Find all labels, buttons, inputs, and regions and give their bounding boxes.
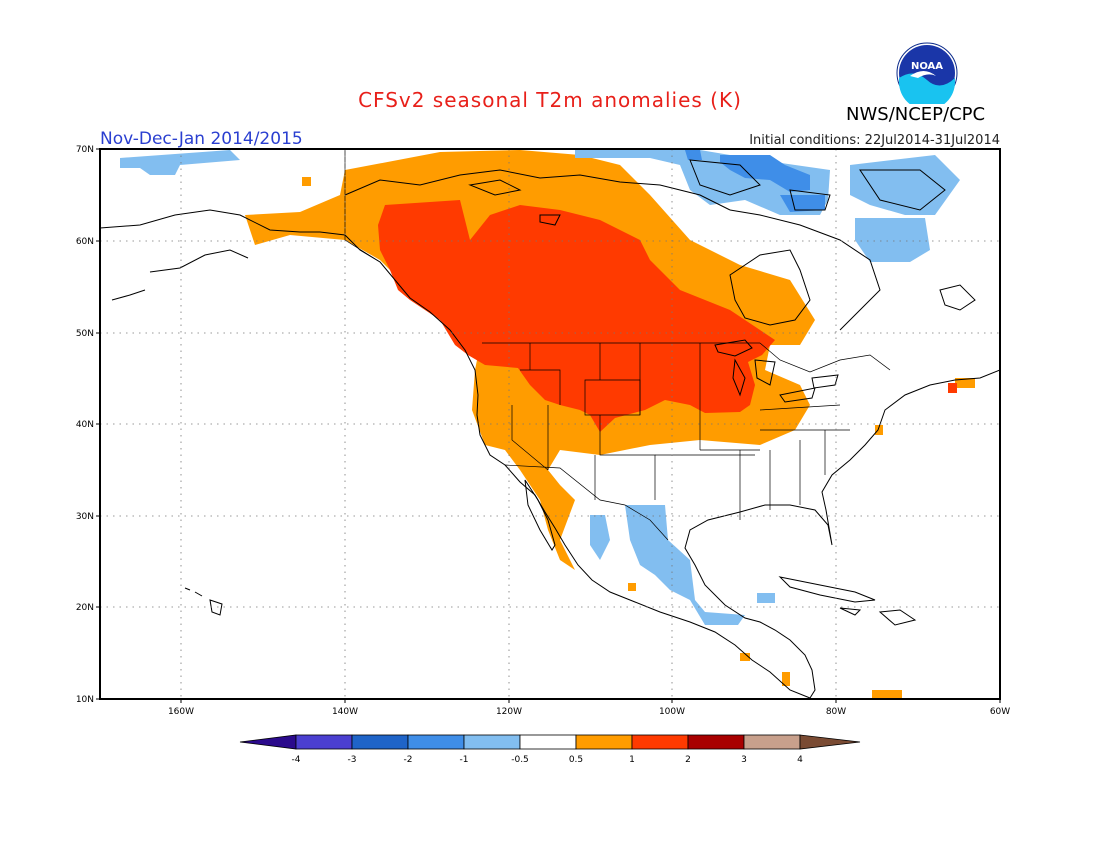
lon-label-60w: 60W bbox=[990, 707, 1010, 717]
colorbar-swatch-8 bbox=[687, 734, 745, 750]
colorbar-swatch-5 bbox=[519, 734, 577, 750]
warm-anomaly-region-red bbox=[378, 200, 775, 432]
lon-label-160w: 160W bbox=[168, 707, 194, 717]
colorbar-swatch-10 bbox=[799, 734, 861, 750]
colorbar-label: 1 bbox=[629, 755, 635, 765]
map-title: CFSv2 seasonal T2m anomalies (K) bbox=[358, 88, 742, 112]
lat-label-60n: 60N bbox=[76, 237, 94, 247]
lat-label-20n: 20N bbox=[76, 603, 94, 613]
lon-label-100w: 100W bbox=[659, 707, 685, 717]
colorbar-label: -1 bbox=[460, 755, 469, 765]
lat-label-10n: 10N bbox=[76, 695, 94, 705]
colorbar-swatch-6 bbox=[575, 734, 633, 750]
lon-label-80w: 80W bbox=[826, 707, 846, 717]
cool-anomaly-regions-medium-blue bbox=[685, 150, 825, 212]
colorbar-labels: -4 -3 -2 -1 -0.5 0.5 1 2 3 4 bbox=[292, 755, 804, 765]
colorbar-swatch-0 bbox=[239, 734, 297, 750]
initial-conditions: Initial conditions: 22Jul2014-31Jul2014 bbox=[749, 133, 1000, 148]
noaa-logo: NOAA bbox=[896, 42, 958, 104]
lat-label-40n: 40N bbox=[76, 420, 94, 430]
colorbar-label: -3 bbox=[348, 755, 357, 765]
colorbar-label: 4 bbox=[797, 755, 803, 765]
colorbar-swatch-2 bbox=[351, 734, 409, 750]
lat-label-50n: 50N bbox=[76, 329, 94, 339]
forecast-period: Nov-Dec-Jan 2014/2015 bbox=[100, 129, 303, 149]
colorbar-label: 2 bbox=[685, 755, 691, 765]
agency-label: NWS/NCEP/CPC bbox=[846, 104, 986, 125]
colorbar-swatch-9 bbox=[743, 734, 801, 750]
colorbar bbox=[239, 734, 861, 750]
anomaly-shading bbox=[120, 150, 975, 699]
colorbar-label: 3 bbox=[741, 755, 747, 765]
colorbar-label: -2 bbox=[404, 755, 413, 765]
colorbar-swatch-7 bbox=[631, 734, 689, 750]
longitude-labels: 160W 140W 120W 100W 80W 60W bbox=[168, 707, 1010, 717]
colorbar-swatch-1 bbox=[295, 734, 353, 750]
axis-ticks bbox=[96, 148, 1001, 703]
colorbar-label: 0.5 bbox=[569, 755, 583, 765]
lon-label-140w: 140W bbox=[332, 707, 358, 717]
latitude-labels: 70N 60N 50N 40N 30N 20N 10N bbox=[76, 145, 94, 705]
coastlines bbox=[100, 159, 1000, 699]
colorbar-label: -4 bbox=[292, 755, 301, 765]
noaa-logo-text: NOAA bbox=[911, 61, 943, 72]
lon-label-120w: 120W bbox=[496, 707, 522, 717]
lat-label-30n: 30N bbox=[76, 512, 94, 522]
lat-label-70n: 70N bbox=[76, 145, 94, 155]
colorbar-swatch-4 bbox=[463, 734, 521, 750]
colorbar-label: -0.5 bbox=[511, 755, 529, 765]
graticule bbox=[100, 149, 1000, 699]
colorbar-swatch-3 bbox=[407, 734, 465, 750]
